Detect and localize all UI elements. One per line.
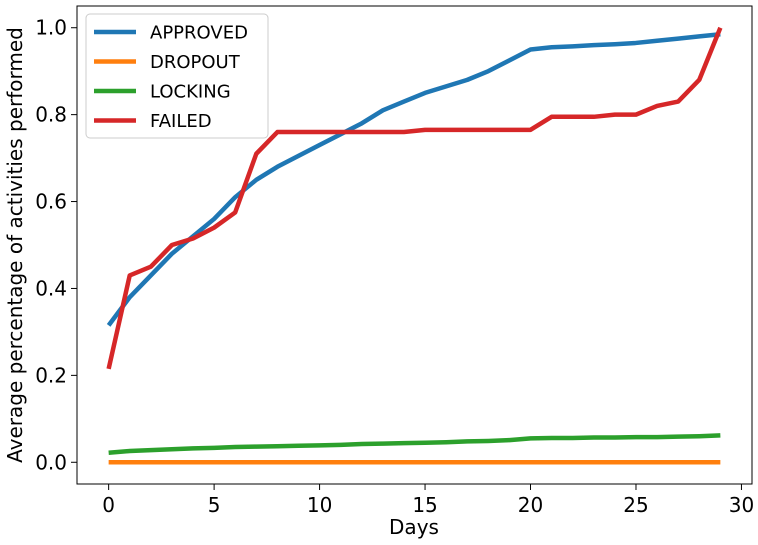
y-tick-label: 0.4 xyxy=(35,276,67,300)
series-line-locking xyxy=(108,433,721,455)
y-axis-title: Average percentage of activities perform… xyxy=(3,27,27,463)
legend-label-locking: LOCKING xyxy=(150,82,231,103)
y-tick-label: 1.0 xyxy=(35,16,67,40)
legend-label-dropout: DROPOUT xyxy=(150,52,241,73)
x-tick-label: 15 xyxy=(412,493,437,517)
legend-label-approved: APPROVED xyxy=(150,23,248,44)
legend: APPROVED DROPOUT LOCKING FAILED xyxy=(85,13,269,139)
x-tick-label: 30 xyxy=(729,493,754,517)
x-axis-title: Days xyxy=(389,515,439,539)
series-line-approved xyxy=(106,32,721,327)
legend-box xyxy=(85,13,269,139)
plot-frame xyxy=(76,5,753,485)
legend-label-failed: FAILED xyxy=(150,111,212,132)
y-tick-label: 0.0 xyxy=(35,450,67,474)
x-tick-label: 10 xyxy=(307,493,332,517)
y-tick-label: 0.2 xyxy=(35,363,67,387)
x-tick-label: 20 xyxy=(518,493,543,517)
y-tick-label: 0.8 xyxy=(35,103,67,127)
x-tick-label: 25 xyxy=(623,493,648,517)
series-layer xyxy=(106,26,723,465)
y-tick-label: 0.6 xyxy=(35,190,67,214)
tick-layer: 0 5 10 15 20 25 30 0.0 0.2 0.4 0.6 0.8 1.0 xyxy=(35,16,754,517)
x-tick-label: 0 xyxy=(102,493,115,517)
x-tick-label: 5 xyxy=(208,493,221,517)
series-line-failed xyxy=(106,26,723,370)
